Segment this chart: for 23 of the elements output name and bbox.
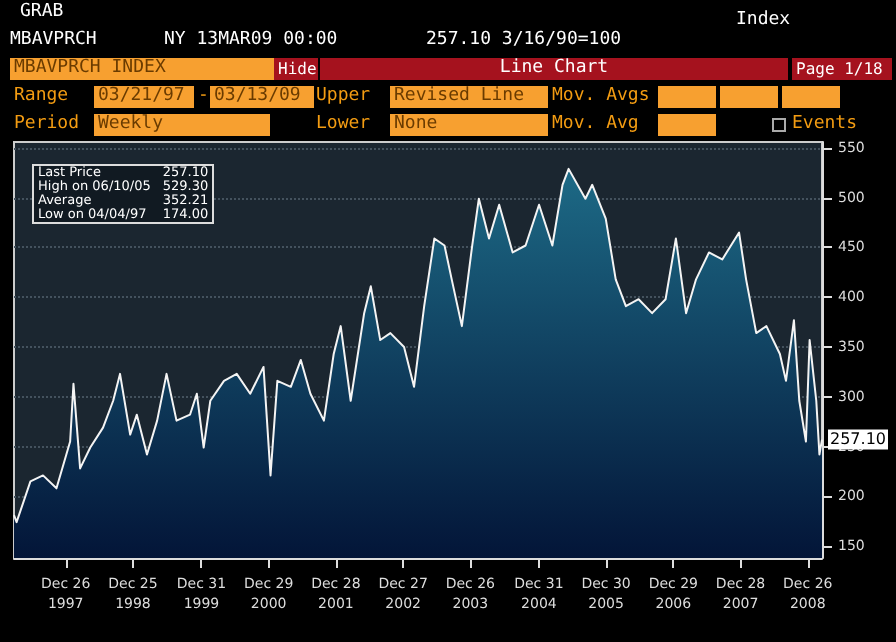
text: Weekly [94,114,270,136]
annotation: 257.10 [830,430,886,449]
text: Hide [274,58,318,80]
text: Lower [316,114,371,136]
text: Events [792,114,858,136]
text: Mov. Avgs [552,86,650,108]
text: - [198,86,209,108]
text: 03/13/09 [210,86,314,108]
text: Period [14,114,80,136]
text: Mov. Avg [552,114,639,136]
text: Revised Line [390,86,548,108]
text: 03/21/97 [94,86,194,108]
text: Page 1/18 [792,58,892,80]
text: MBAVPRCH INDEX [10,58,274,80]
text: Index [736,10,791,32]
text: Line Chart [320,58,788,80]
text: None [390,114,548,136]
text: Upper [316,86,371,108]
text: GRAB [20,2,64,24]
text: NY 13MAR09 00:00 [164,30,338,52]
text: MBAVPRCH [10,30,97,52]
text: Range [14,86,69,108]
text: 257.10 3/16/90=100 [426,30,622,52]
